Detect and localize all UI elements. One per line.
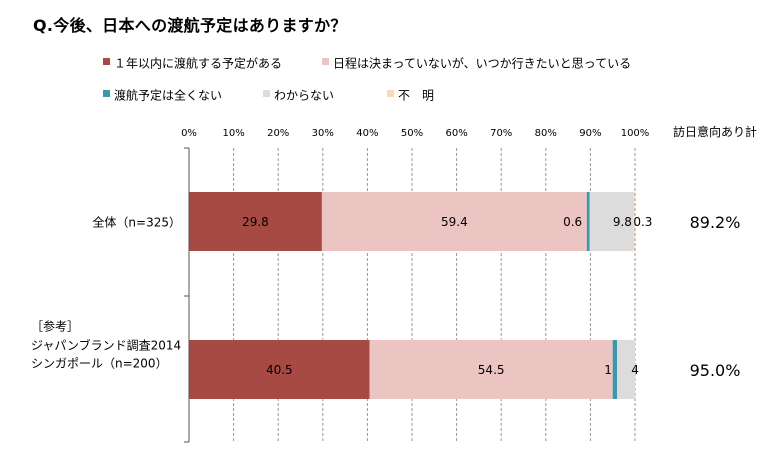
x-tick-label: 10%: [222, 128, 244, 139]
x-tick-label: 40%: [356, 128, 378, 139]
category-label: 全体（n=325）: [92, 215, 181, 230]
category-label: ［参考］: [31, 319, 79, 334]
legend-label: わからない: [274, 89, 334, 103]
x-tick-label: 60%: [445, 128, 467, 139]
side-column-value: 89.2%: [690, 213, 741, 232]
x-tick-label: 0%: [181, 128, 197, 139]
legend-swatch: [103, 58, 110, 65]
legend-swatch: [263, 90, 270, 97]
bar-segment: [189, 340, 370, 399]
category-label: ジャパンブランド調査2014: [31, 338, 181, 353]
bar-segment: [586, 192, 590, 251]
x-tick-label: 100%: [621, 128, 650, 139]
x-tick-label: 90%: [579, 128, 601, 139]
bar-segment: [189, 192, 322, 251]
bar-value-label: 0.3: [633, 215, 652, 229]
bar-value-label: 54.5: [478, 363, 505, 377]
category-labels: 全体（n=325） ［参考］ ジャパンブランド調査2014 シンガポール（n=200）: [31, 215, 181, 371]
side-column-value: 95.0%: [690, 361, 741, 380]
bar-segment: [321, 192, 587, 251]
legend: １年以内に渡航する予定がある 日程は決まっていないが、いつか行きたいと思っている渡…: [103, 56, 631, 103]
bar-value-label: 0.6: [563, 215, 582, 229]
chart-title: Q.今後、日本への渡航予定はありますか？: [33, 16, 347, 35]
bar-value-label: 40.5: [266, 363, 293, 377]
bar-segment: [617, 340, 635, 399]
x-tick-label: 50%: [401, 128, 423, 139]
bar-segment: [612, 340, 618, 399]
bars: 29.8 59.4 0.6 9.8 0.3 40.5 54.5 1 4: [184, 147, 652, 443]
bar-segment: [369, 340, 613, 399]
bar-value-label: 9.8: [613, 215, 632, 229]
x-tick-label: 80%: [535, 128, 557, 139]
legend-label: 日程は決まっていないが、いつか行きたいと思っている: [333, 56, 631, 71]
bar-segment: [589, 192, 634, 251]
side-column: 訪日意向あり計 89.2% 95.0%: [673, 124, 757, 380]
bar-value-label: 29.8: [242, 215, 269, 229]
x-tick-label: 30%: [312, 128, 334, 139]
legend-swatch: [103, 90, 110, 97]
legend-label: １年以内に渡航する予定がある: [114, 56, 282, 71]
bar-value-label: 4: [631, 363, 639, 377]
side-column-header: 訪日意向あり計: [673, 124, 757, 139]
x-tick-label: 20%: [267, 128, 289, 139]
bar-segment: [633, 192, 635, 251]
legend-label: 渡航予定は全くない: [114, 88, 222, 103]
legend-label: 不 明: [398, 89, 434, 103]
bar-value-label: 59.4: [441, 215, 468, 229]
legend-swatch: [322, 58, 329, 65]
category-label: シンガポール（n=200）: [31, 357, 168, 371]
x-axis-ticks: 0% 10% 20% 30% 40% 50% 60% 70% 80% 90% 100%: [181, 128, 649, 139]
bar-value-label: 1: [604, 363, 612, 377]
legend-swatch: [387, 90, 394, 97]
x-tick-label: 70%: [490, 128, 512, 139]
